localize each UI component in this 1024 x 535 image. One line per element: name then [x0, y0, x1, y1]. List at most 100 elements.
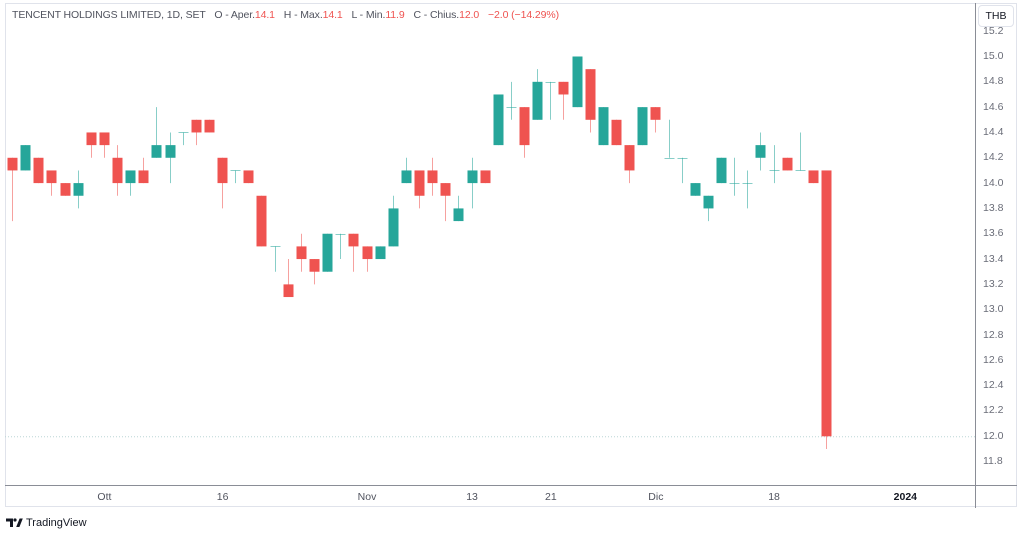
- candle-down: [480, 170, 491, 184]
- price-label: 13.8: [983, 201, 1004, 214]
- candle-up: [755, 132, 766, 171]
- price-axis-divider: [975, 3, 976, 508]
- time-axis[interactable]: Ott 16 Nov 13 21 Dic 18 2024: [5, 486, 975, 507]
- candle-up: [20, 145, 31, 171]
- candle-up: [493, 94, 504, 146]
- price-label: 13.4: [983, 252, 1004, 265]
- candle-down: [7, 157, 18, 222]
- candle-down: [348, 233, 359, 272]
- candle-up: [532, 69, 543, 120]
- candle-down: [46, 170, 57, 196]
- candle-down: [112, 145, 123, 196]
- candlestick-plot[interactable]: [5, 3, 975, 485]
- candle-down: [782, 157, 793, 171]
- legend-close-value: 12.0: [459, 9, 480, 21]
- candle-down: [296, 233, 307, 272]
- candle-down: [362, 246, 373, 272]
- candle-down: [624, 145, 635, 184]
- candle-up: [270, 246, 281, 272]
- candle-up: [795, 132, 806, 171]
- candle-up: [230, 170, 241, 184]
- candle-down: [414, 170, 425, 209]
- candle-up: [598, 107, 609, 146]
- candle-down: [33, 157, 44, 184]
- currency-label: THB: [985, 10, 1007, 22]
- legend-open-value: 14.1: [254, 9, 275, 21]
- candle-down: [309, 259, 320, 285]
- time-label: Nov: [357, 491, 377, 503]
- legend-high-label: H - Max.: [283, 9, 323, 21]
- legend-low-label: L - Min.: [351, 9, 386, 21]
- time-label: 2024: [893, 491, 918, 503]
- candle-down: [217, 157, 228, 209]
- candle-up: [729, 157, 740, 196]
- time-label: 13: [466, 491, 478, 503]
- candle-up: [467, 157, 478, 209]
- symbol-title[interactable]: TENCENT HOLDINGS LIMITED, 1D, SET: [12, 9, 206, 21]
- price-label: 15.2: [983, 24, 1004, 37]
- price-label: 12.8: [983, 328, 1004, 341]
- candle-down: [585, 69, 596, 133]
- chart-widget: [5, 3, 1017, 507]
- price-label: 11.8: [983, 455, 1003, 468]
- candle-down: [650, 107, 661, 133]
- price-label: 13.6: [983, 227, 1004, 240]
- candle-up: [506, 81, 517, 120]
- candle-up: [322, 233, 333, 272]
- legend-open-label: O - Aper.: [214, 9, 255, 21]
- candle-down: [821, 170, 832, 449]
- candle-down: [808, 170, 819, 184]
- candle-up: [703, 195, 714, 222]
- price-label: 12.2: [983, 404, 1004, 417]
- candle-down: [256, 195, 267, 247]
- candle-down: [611, 119, 622, 146]
- legend-high: H - Max.14.1: [284, 9, 343, 21]
- candle-up: [637, 107, 648, 146]
- candle-up: [572, 56, 583, 108]
- candle-up: [716, 157, 727, 184]
- tradingview-label: TradingView: [26, 517, 87, 529]
- candle-down: [440, 183, 451, 222]
- price-label: 12.4: [983, 379, 1004, 392]
- candle-down: [283, 259, 294, 298]
- price-label: 14.8: [983, 75, 1004, 88]
- price-axis[interactable]: 15.2 15.0 14.8 14.6 14.4 14.2 14.0 13.8 13.6 13.4…: [976, 3, 1017, 485]
- candle-up: [125, 170, 136, 196]
- legend-close: C - Chius.12.0: [413, 9, 479, 21]
- time-label: Dic: [648, 491, 664, 503]
- legend-change: −2.0 (−14.29%): [488, 9, 559, 21]
- price-label: 15.0: [983, 50, 1004, 62]
- chart-legend: TENCENT HOLDINGS LIMITED, 1D, SET O - Ap…: [12, 9, 559, 21]
- tradingview-logo-icon: [6, 518, 23, 527]
- candle-up: [690, 183, 701, 196]
- legend-close-label: C - Chius.: [413, 9, 460, 21]
- candle-up: [453, 195, 464, 222]
- candle-down: [138, 157, 149, 184]
- price-label: 14.4: [983, 125, 1004, 138]
- time-axis-divider: [5, 485, 1017, 486]
- time-label: Ott: [97, 491, 112, 503]
- candle-up: [664, 119, 675, 159]
- candle-down: [60, 183, 71, 196]
- tradingview-branding[interactable]: TradingView: [6, 516, 87, 530]
- candle-up: [742, 170, 753, 209]
- candle-up: [769, 145, 780, 184]
- candle-up: [375, 246, 386, 260]
- price-label: 13.0: [983, 303, 1004, 316]
- candle-up: [401, 157, 412, 184]
- candle-up: [151, 107, 162, 158]
- candle-up: [335, 233, 346, 260]
- price-label: 14.6: [983, 100, 1004, 113]
- candles: [7, 56, 832, 449]
- candle-up: [73, 170, 84, 209]
- legend-low-value: 11.9: [385, 9, 405, 21]
- price-label: 14.0: [983, 176, 1004, 189]
- candle-down: [204, 119, 215, 133]
- candle-down: [99, 132, 110, 158]
- candle-up: [545, 81, 556, 120]
- candle-down: [427, 157, 438, 196]
- legend-high-value: 14.1: [322, 9, 343, 21]
- candle-down: [243, 170, 254, 184]
- currency-button[interactable]: THB: [978, 5, 1014, 27]
- candle-down: [558, 81, 569, 120]
